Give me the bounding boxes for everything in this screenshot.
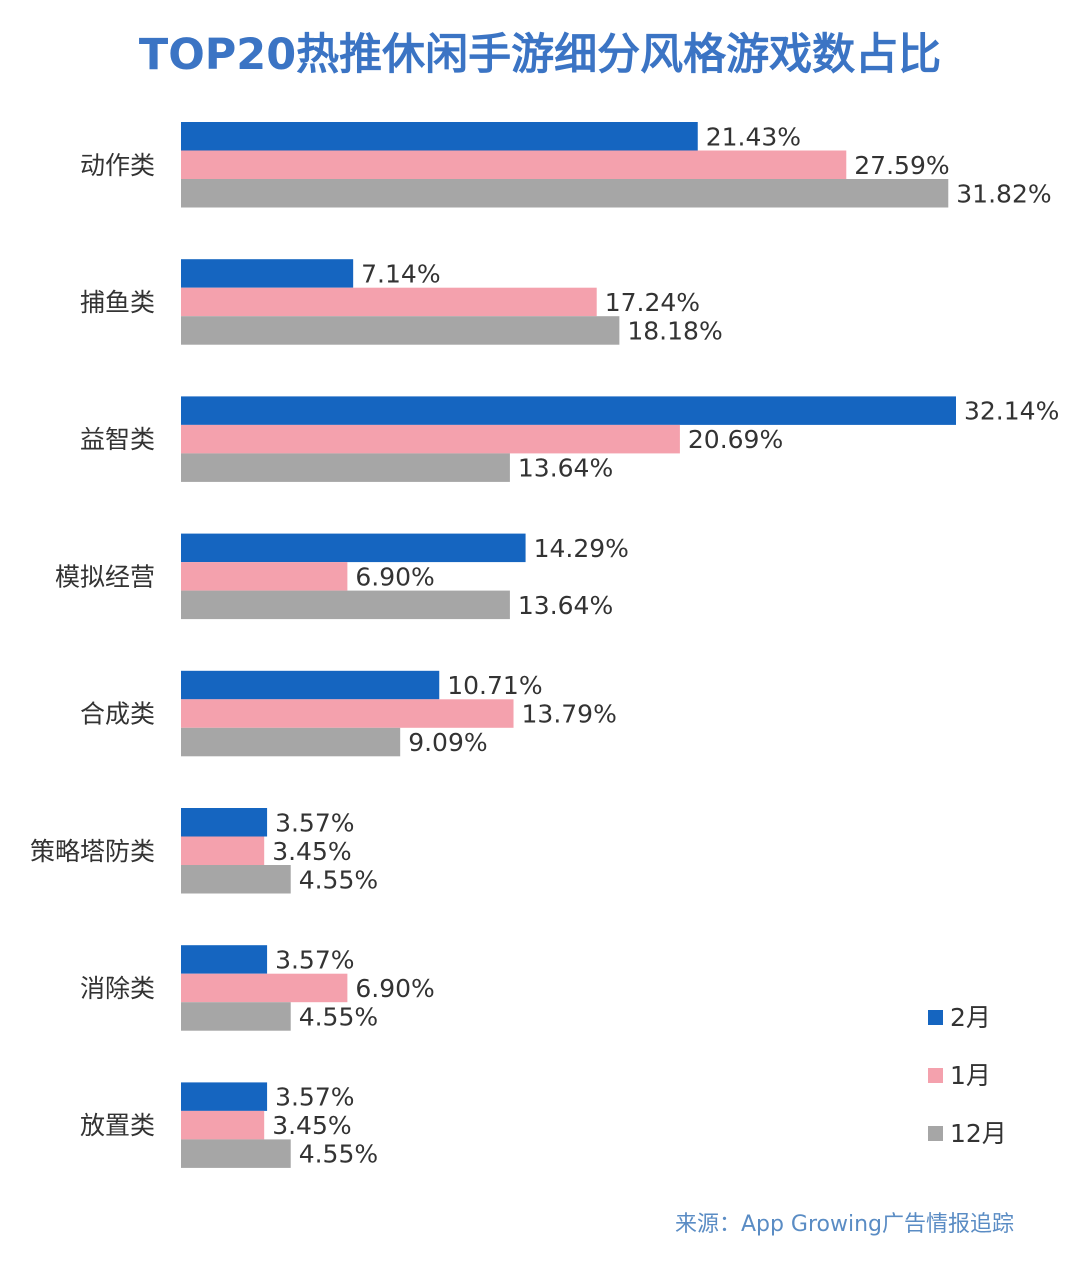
bar-1月-策略塔防类 bbox=[181, 836, 265, 865]
value-label: 20.69% bbox=[688, 425, 783, 454]
value-label: 18.18% bbox=[627, 316, 722, 345]
value-label: 13.79% bbox=[522, 700, 617, 729]
value-label: 32.14% bbox=[964, 397, 1059, 426]
bar-1月-模拟经营 bbox=[181, 562, 348, 591]
category-label: 动作类 bbox=[80, 151, 155, 180]
value-label: 13.64% bbox=[518, 591, 613, 620]
legend-label: 12月 bbox=[950, 1119, 1007, 1148]
value-label: 3.45% bbox=[272, 1111, 351, 1140]
value-label: 10.71% bbox=[447, 671, 542, 700]
bar-2月-益智类 bbox=[181, 396, 956, 425]
bar-1月-放置类 bbox=[181, 1110, 265, 1140]
chart-title: TOP20热推休闲手游细分风格游戏数占比 bbox=[138, 30, 942, 80]
value-label: 6.90% bbox=[355, 562, 434, 591]
value-label: 14.29% bbox=[534, 534, 629, 563]
value-label: 31.82% bbox=[956, 179, 1051, 208]
value-label: 9.09% bbox=[408, 728, 487, 757]
value-label: 17.24% bbox=[605, 288, 700, 317]
value-label: 3.57% bbox=[275, 945, 354, 974]
bar-12月-益智类 bbox=[181, 453, 510, 482]
value-label: 21.43% bbox=[706, 122, 801, 151]
value-label: 6.90% bbox=[355, 974, 434, 1003]
bar-12月-放置类 bbox=[181, 1139, 291, 1168]
bar-1月-益智类 bbox=[181, 424, 680, 454]
bar-12月-模拟经营 bbox=[181, 590, 510, 620]
category-label: 模拟经营 bbox=[55, 562, 155, 591]
bar-12月-捕鱼类 bbox=[181, 316, 620, 345]
bar-1月-消除类 bbox=[181, 973, 348, 1003]
bar-2月-放置类 bbox=[181, 1082, 268, 1111]
bar-1月-合成类 bbox=[181, 699, 514, 728]
value-label: 27.59% bbox=[854, 151, 949, 180]
value-label: 4.55% bbox=[299, 865, 378, 894]
bar-2月-策略塔防类 bbox=[181, 808, 268, 837]
category-label: 捕鱼类 bbox=[80, 288, 155, 317]
bar-1月-捕鱼类 bbox=[181, 287, 597, 317]
bar-2月-模拟经营 bbox=[181, 533, 526, 563]
bar-2月-消除类 bbox=[181, 945, 268, 974]
bar-12月-消除类 bbox=[181, 1002, 291, 1031]
category-label: 合成类 bbox=[80, 700, 155, 729]
source-note: 来源：App Growing广告情报追踪 bbox=[674, 1212, 1014, 1237]
value-label: 3.45% bbox=[272, 837, 351, 866]
value-label: 4.55% bbox=[299, 1140, 378, 1169]
value-label: 3.57% bbox=[275, 1083, 354, 1112]
value-label: 13.64% bbox=[518, 454, 613, 483]
bar-2月-捕鱼类 bbox=[181, 259, 354, 288]
bar-1月-动作类 bbox=[181, 150, 847, 179]
category-label: 策略塔防类 bbox=[30, 837, 155, 866]
category-label: 益智类 bbox=[80, 425, 155, 454]
bar-12月-动作类 bbox=[181, 179, 949, 208]
category-label: 消除类 bbox=[80, 974, 155, 1003]
category-label: 放置类 bbox=[80, 1111, 155, 1140]
legend-swatch bbox=[928, 1126, 943, 1141]
legend-swatch bbox=[928, 1068, 943, 1083]
value-label: 7.14% bbox=[361, 259, 440, 288]
bar-2月-合成类 bbox=[181, 670, 440, 700]
legend-swatch bbox=[928, 1010, 943, 1025]
bar-2月-动作类 bbox=[181, 122, 698, 151]
value-label: 3.57% bbox=[275, 808, 354, 837]
bar-12月-合成类 bbox=[181, 727, 401, 757]
bar-12月-策略塔防类 bbox=[181, 865, 291, 894]
legend-label: 2月 bbox=[950, 1003, 991, 1032]
legend-label: 1月 bbox=[950, 1061, 991, 1090]
value-label: 4.55% bbox=[299, 1002, 378, 1031]
